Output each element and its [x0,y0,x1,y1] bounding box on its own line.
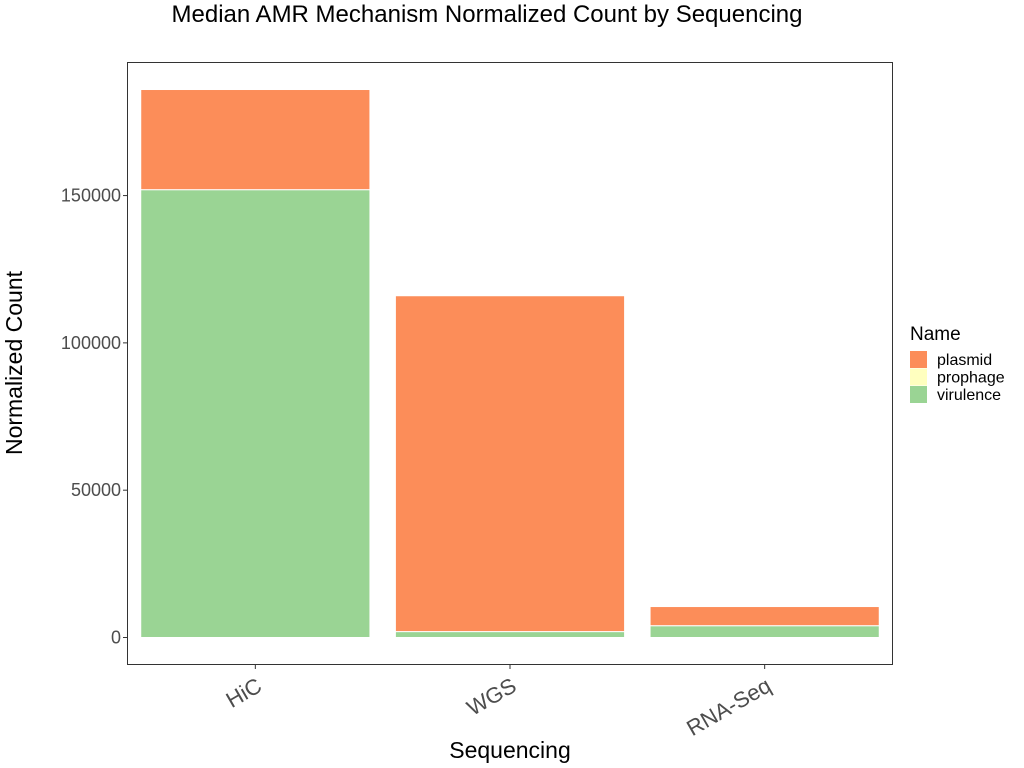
legend-swatch-prophage [910,368,927,386]
y-tick-label: 50000 [71,480,121,500]
bar-wgs-plasmid [394,295,626,633]
x-tick-label: RNA-Seq [682,673,775,741]
legend-label-virulence: virulence [937,387,1001,404]
bars-group [140,89,880,638]
legend-swatch-plasmid [910,351,927,368]
legend-label-prophage: prophage [937,370,1005,387]
bar-rna-seq-virulence [649,625,880,638]
chart-title: Median AMR Mechanism Normalized Count by… [172,1,803,28]
bar-rna-seq-plasmid [649,606,880,627]
bar-hic-plasmid [140,89,371,191]
y-tick-label: 150000 [61,186,121,206]
x-tick-label: WGS [462,673,520,721]
y-tick-label: 0 [111,627,121,647]
y-tick-label: 100000 [61,333,121,353]
x-tick-label: HiC [222,673,266,713]
y-axis: 0 50000 100000 150000 [61,186,128,647]
y-axis-title: Normalized Count [1,270,27,455]
bar-hic-virulence [140,189,371,638]
legend-swatch-virulence [910,386,927,403]
bar-wgs-virulence [394,631,626,638]
x-axis: HiC WGS RNA-Seq [222,664,775,741]
legend-label-plasmid: plasmid [937,352,992,369]
legend-title: Name [910,324,961,345]
x-axis-title: Sequencing [449,737,571,763]
